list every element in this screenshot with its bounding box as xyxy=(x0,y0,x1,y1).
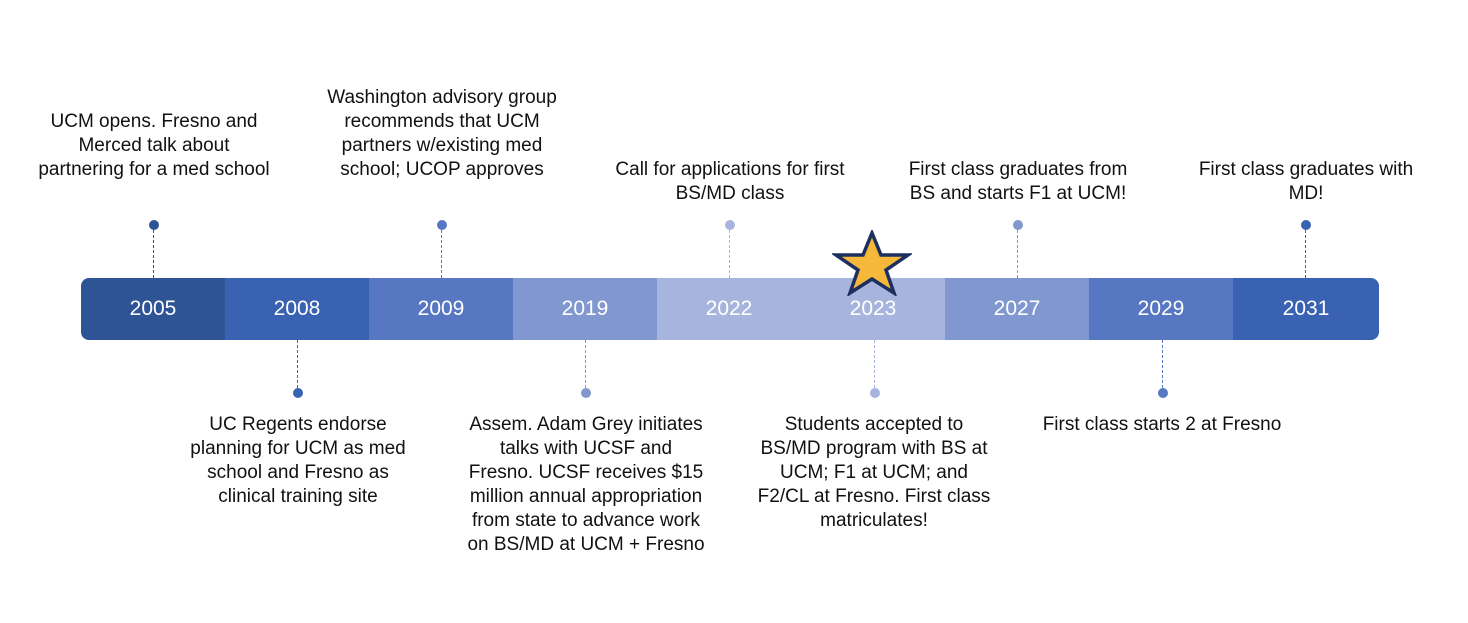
event-description-2008: UC Regents endorse planning for UCM as m… xyxy=(190,414,406,507)
event-dot xyxy=(1013,220,1023,230)
year-label: 2009 xyxy=(417,297,465,320)
event-description-2027: First class graduates from BS and starts… xyxy=(908,159,1128,204)
year-label: 2019 xyxy=(561,297,609,320)
year-segment-2023: 2023 xyxy=(801,278,945,340)
connector-line xyxy=(1017,230,1018,278)
year-segment-2019: 2019 xyxy=(513,278,657,340)
connector-line xyxy=(585,340,586,388)
event-dot xyxy=(149,220,159,230)
year-label: 2008 xyxy=(273,297,321,320)
event-dot xyxy=(1158,388,1168,398)
event-description-2019: Assem. Adam Grey initiates talks with UC… xyxy=(467,414,705,555)
connector-line xyxy=(729,230,730,278)
timeline-bar: 2005 2008 2009 2019 2022 2023 2027 2029 … xyxy=(81,278,1379,340)
event-description-2022: Call for applications for first BS/MD cl… xyxy=(615,159,845,204)
year-segment-2022: 2022 xyxy=(657,278,801,340)
year-segment-2029: 2029 xyxy=(1089,278,1233,340)
year-segment-2031: 2031 xyxy=(1233,278,1379,340)
event-dot xyxy=(725,220,735,230)
year-label: 2005 xyxy=(129,297,177,320)
year-segment-2005: 2005 xyxy=(81,278,225,340)
event-dot xyxy=(870,388,880,398)
connector-line xyxy=(1305,230,1306,278)
star-icon xyxy=(832,230,912,296)
event-dot xyxy=(581,388,591,398)
connector-line xyxy=(1162,340,1163,388)
event-description-2029: First class starts 2 at Fresno xyxy=(1042,414,1282,435)
year-label: 2031 xyxy=(1282,297,1330,320)
year-label: 2022 xyxy=(705,297,753,320)
event-dot xyxy=(293,388,303,398)
event-dot xyxy=(437,220,447,230)
year-label: 2027 xyxy=(993,297,1041,320)
connector-line xyxy=(153,230,154,278)
connector-line xyxy=(874,340,875,388)
event-description-2023: Students accepted to BS/MD program with … xyxy=(757,414,991,531)
event-description-2031: First class graduates with MD! xyxy=(1198,159,1414,204)
year-label: 2029 xyxy=(1137,297,1185,320)
event-description-2009: Washington advisory group recommends tha… xyxy=(327,87,557,180)
event-dot xyxy=(1301,220,1311,230)
connector-line xyxy=(441,230,442,278)
year-label: 2023 xyxy=(849,297,897,320)
connector-line xyxy=(297,340,298,388)
year-segment-2008: 2008 xyxy=(225,278,369,340)
year-segment-2027: 2027 xyxy=(945,278,1089,340)
year-segment-2009: 2009 xyxy=(369,278,513,340)
event-description-2005: UCM opens. Fresno and Merced talk about … xyxy=(38,111,270,180)
